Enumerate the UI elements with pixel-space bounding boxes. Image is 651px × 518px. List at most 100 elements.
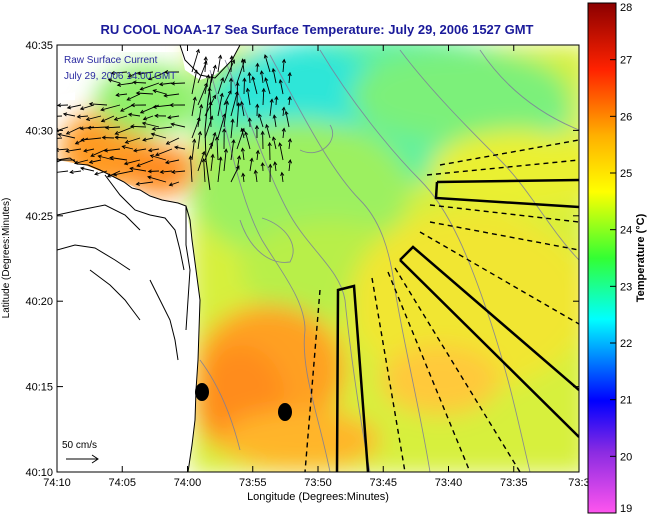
current-vector bbox=[217, 55, 222, 73]
current-vector-head bbox=[136, 163, 141, 168]
current-vector bbox=[174, 146, 186, 150]
current-vector bbox=[279, 79, 284, 95]
current-vector-head bbox=[227, 89, 232, 95]
current-vector bbox=[89, 103, 108, 106]
current-vector-head bbox=[284, 110, 289, 115]
current-vector-head bbox=[97, 154, 102, 159]
current-vector bbox=[63, 113, 76, 117]
current-vector bbox=[57, 170, 69, 173]
current-vector bbox=[133, 81, 147, 84]
current-vector bbox=[240, 101, 245, 117]
current-vector bbox=[111, 71, 128, 74]
current-vector bbox=[148, 148, 160, 152]
current-vector bbox=[108, 79, 121, 84]
current-vector-head bbox=[223, 148, 229, 153]
current-vector-head bbox=[65, 148, 70, 153]
colorbar-tick-label: 21 bbox=[620, 395, 632, 407]
colorbar-tick-label: 20 bbox=[620, 451, 632, 463]
current-vector-head bbox=[147, 169, 152, 174]
current-vector-head bbox=[110, 71, 115, 76]
current-vector bbox=[209, 101, 212, 128]
current-vector-head bbox=[208, 101, 213, 106]
current-vector-head bbox=[260, 162, 265, 167]
current-vector-head bbox=[272, 114, 277, 119]
current-vector bbox=[152, 126, 173, 130]
colorbar-tick-label: 27 bbox=[620, 55, 632, 67]
current-vector-head bbox=[203, 56, 208, 61]
current-vector bbox=[272, 137, 277, 150]
current-vector-head bbox=[44, 115, 47, 118]
current-vector-head bbox=[141, 121, 147, 126]
current-vector-head bbox=[209, 141, 213, 147]
current-vector bbox=[57, 159, 63, 163]
current-vector-head bbox=[260, 130, 265, 135]
current-vector bbox=[282, 107, 285, 117]
current-vector-head bbox=[269, 98, 274, 103]
current-vector bbox=[117, 82, 134, 86]
current-vector-head bbox=[158, 82, 164, 87]
current-vector bbox=[133, 148, 147, 152]
current-vector bbox=[230, 119, 234, 139]
current-vector bbox=[279, 143, 284, 161]
current-vector bbox=[191, 70, 198, 95]
current-vector-head bbox=[127, 73, 132, 78]
surface-current-vectors bbox=[44, 48, 293, 187]
colorbar-ticks: 28 27 26 25 24 23 22 21 20 19 bbox=[610, 2, 632, 515]
current-vector bbox=[153, 89, 167, 95]
current-vector-head bbox=[152, 89, 157, 94]
current-vector-head bbox=[163, 93, 168, 98]
x-tick-label: 73:3 bbox=[568, 477, 589, 489]
current-vector bbox=[191, 97, 196, 117]
current-vector bbox=[197, 104, 202, 128]
current-vector-head bbox=[242, 77, 247, 82]
current-vector bbox=[223, 59, 235, 84]
current-vector bbox=[197, 61, 207, 84]
current-vector bbox=[264, 77, 271, 95]
current-vector bbox=[57, 148, 69, 151]
x-axis: 74:10 74:05 74:00 73:55 73:50 73:45 73:40 73:35… bbox=[43, 45, 590, 489]
current-vector-head bbox=[79, 126, 84, 131]
current-vector-head bbox=[247, 71, 252, 76]
current-vector bbox=[245, 131, 251, 150]
current-vector bbox=[167, 115, 180, 119]
current-vector bbox=[153, 104, 173, 108]
current-vector-head bbox=[48, 137, 51, 140]
current-vector-head bbox=[263, 54, 268, 59]
current-vector bbox=[57, 115, 63, 117]
current-vector bbox=[115, 126, 134, 135]
y-tick-label: 40:20 bbox=[25, 296, 53, 308]
current-vector bbox=[165, 159, 180, 164]
colorbar-tick-label: 28 bbox=[620, 2, 632, 14]
current-vector bbox=[81, 137, 102, 141]
current-vector bbox=[217, 157, 222, 183]
current-vector-head bbox=[88, 159, 94, 164]
current-vector bbox=[102, 137, 115, 139]
y-axis-label: Latitude (Degrees:Minutes) bbox=[1, 198, 12, 319]
current-vector-head bbox=[90, 153, 95, 157]
current-vector bbox=[130, 167, 147, 172]
current-vector-head bbox=[112, 172, 118, 177]
current-vector-head bbox=[121, 145, 126, 150]
scale-label: 50 cm/s bbox=[62, 440, 97, 451]
current-vector bbox=[150, 155, 167, 161]
current-vector bbox=[197, 131, 201, 150]
current-vector bbox=[166, 137, 180, 145]
current-vector-head bbox=[236, 102, 241, 107]
current-vector-head bbox=[287, 71, 292, 77]
current-vector-head bbox=[109, 155, 114, 160]
current-vector bbox=[169, 181, 180, 186]
current-vector-head bbox=[114, 135, 119, 140]
current-vector-head bbox=[239, 100, 244, 106]
current-vector-head bbox=[130, 103, 135, 108]
current-vector-head bbox=[101, 135, 106, 140]
current-vector-head bbox=[201, 150, 206, 156]
colorbar-tick-label: 22 bbox=[620, 338, 632, 350]
current-vector bbox=[74, 159, 89, 164]
current-vector bbox=[136, 181, 154, 185]
current-vector bbox=[77, 115, 89, 118]
current-vector-head bbox=[149, 154, 155, 159]
colorbar bbox=[587, 2, 617, 514]
current-vector bbox=[148, 71, 167, 80]
current-vector bbox=[269, 99, 273, 117]
current-vector-head bbox=[273, 161, 278, 166]
